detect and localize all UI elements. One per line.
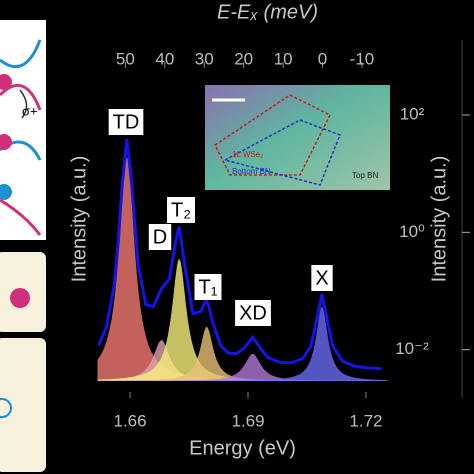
- x-tick-label: 1.66: [113, 411, 146, 430]
- x2-axis-label: E-Eₓ (meV): [217, 1, 318, 23]
- y-axis-label: Intensity (a.u.): [68, 156, 90, 283]
- x2-tick-label: -10: [350, 49, 375, 68]
- plot-frame: [96, 39, 389, 399]
- left-panel: σ+: [0, 20, 46, 472]
- charge: [0, 184, 12, 200]
- inset: 1L WSe₂ Bottom BN Top BN: [205, 85, 390, 190]
- arrow: [19, 89, 28, 119]
- charge: [0, 398, 12, 418]
- y-tick-label: 10⁰: [399, 222, 425, 241]
- x2-tick-label: 40: [155, 49, 174, 68]
- band-curve: [0, 198, 42, 236]
- peak-label-box: [148, 224, 172, 250]
- x2-tick-label: 30: [195, 49, 214, 68]
- y-tick-label: 10²: [400, 104, 425, 123]
- x-axis-label: Energy (eV): [189, 437, 296, 459]
- fit-peak: [97, 353, 388, 381]
- charge: [0, 134, 12, 150]
- x2-tick-label: 0: [318, 49, 327, 68]
- peak-label: D: [153, 226, 167, 248]
- inset-label: Bottom BN: [232, 167, 271, 176]
- inset-image: [205, 85, 390, 190]
- y-axis-label: Intensity (a.u.): [428, 156, 450, 283]
- x-tick-label: 1.69: [231, 411, 264, 430]
- y-tick-label: 10⁻²: [395, 339, 429, 358]
- x-tick-label: 1.72: [349, 411, 382, 430]
- polarization-label: σ+: [22, 103, 38, 118]
- fit-peak: [97, 157, 388, 381]
- band-curve: [0, 84, 42, 111]
- peak-label: TD: [113, 111, 140, 133]
- peak-label: XD: [239, 302, 267, 324]
- x2-tick-label: 20: [234, 49, 253, 68]
- peak-label-box: [311, 265, 333, 291]
- charge: [10, 288, 30, 308]
- flake-outline: [222, 119, 341, 186]
- peak-label-box: [194, 274, 222, 300]
- charts: TD DT₂ T₁ XD X 1.66 1.69 1.72 50 40 30 20 10 0 -10 Ener…: [68, 1, 470, 459]
- inset-label: 1L WSe₂: [232, 150, 263, 159]
- spectrum-line: [97, 138, 382, 371]
- panel-box: [0, 338, 46, 472]
- peak-label: T₂: [171, 199, 191, 221]
- peak-label: T₁: [199, 276, 218, 298]
- inset-label: Top BN: [352, 171, 378, 180]
- peak-label: X: [315, 267, 328, 289]
- flake-outline: [214, 94, 332, 176]
- band-curve: [0, 39, 42, 69]
- x2-tick-label: 10: [274, 49, 293, 68]
- peak-label-box: [167, 197, 195, 223]
- fit-peak: [97, 306, 388, 381]
- peak-label-box: [235, 300, 271, 326]
- panel-bg: [0, 20, 46, 240]
- x2-tick-label: 50: [116, 49, 135, 68]
- fit-peak: [97, 258, 388, 381]
- charge: [0, 74, 12, 90]
- peak-label-box: [108, 109, 144, 135]
